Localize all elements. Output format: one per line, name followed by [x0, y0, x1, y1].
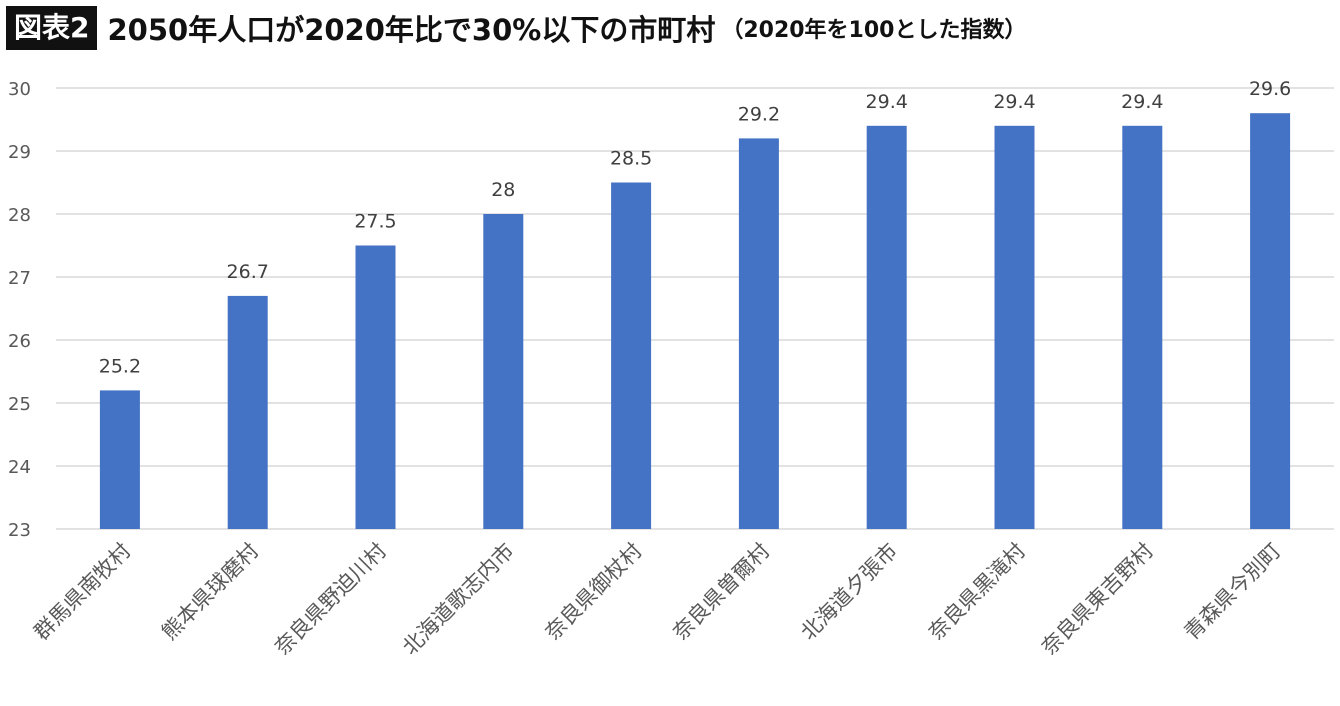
data-label-4: 28.5: [610, 148, 652, 170]
gridlines: [56, 87, 1334, 530]
category-label-4: 奈良県御杖村: [541, 539, 647, 645]
y-tick-label: 25: [8, 394, 31, 415]
data-label-3: 28: [491, 179, 515, 201]
data-label-8: 29.4: [1121, 91, 1163, 113]
x-axis-categories: 群馬県南牧村 熊本県球磨村 奈良県野迫川村 北海道歌志内市 奈良県御杖村 奈良県曽爾村 北海…: [29, 539, 1285, 660]
chart-title-row: 図表2 2050年人口が2020年比で30%以下の市町村 （2020年を100と…: [6, 4, 1026, 52]
bar-6: [866, 125, 907, 530]
category-label-3: 北海道歌志内市: [398, 539, 519, 660]
bar-2: [355, 245, 396, 529]
bar-7: [994, 125, 1035, 530]
category-label-7: 奈良県黒滝村: [924, 539, 1030, 645]
category-label-2: 奈良県野迫川村: [270, 539, 391, 660]
bar-9: [1250, 113, 1291, 529]
bar-8: [1122, 125, 1163, 530]
y-tick-label: 29: [8, 142, 31, 163]
data-label-1: 26.7: [227, 261, 269, 283]
chart-title: 2050年人口が2020年比で30%以下の市町村: [107, 13, 716, 47]
y-tick-label: 28: [8, 205, 31, 226]
y-axis-ticks: 23 24 25 26 27 28 29 30: [8, 79, 31, 541]
bar-1: [227, 295, 268, 529]
bar-4: [611, 182, 652, 529]
bar-0: [99, 390, 140, 529]
category-label-0: 群馬県南牧村: [29, 539, 135, 645]
category-label-8: 奈良県東吉野村: [1037, 539, 1158, 660]
data-label-5: 29.2: [738, 103, 780, 125]
y-tick-label: 30: [8, 79, 31, 100]
category-label-5: 奈良県曽爾村: [668, 539, 774, 645]
data-label-2: 27.5: [354, 211, 396, 233]
bar-3: [483, 214, 524, 529]
bars: [99, 113, 1291, 530]
data-label-0: 25.2: [99, 355, 141, 377]
category-label-6: 北海道夕張市: [796, 539, 902, 645]
y-tick-label: 23: [8, 520, 31, 541]
category-label-1: 熊本県球磨村: [157, 539, 263, 645]
data-label-6: 29.4: [866, 91, 908, 113]
y-tick-label: 27: [8, 268, 31, 289]
figure-label: 図表2: [6, 6, 98, 50]
chart-subtitle: （2020年を100とした指数）: [721, 18, 1027, 43]
y-tick-label: 24: [8, 457, 31, 478]
category-label-9: 青森県今別町: [1180, 539, 1286, 645]
data-label-7: 29.4: [993, 91, 1035, 113]
bar-5: [738, 138, 779, 529]
data-labels: 25.2 26.7 27.5 28 28.5 29.2 29.4 29.4 29.4 29.6: [99, 78, 1292, 377]
data-label-9: 29.6: [1249, 78, 1291, 100]
y-tick-label: 26: [8, 331, 31, 352]
